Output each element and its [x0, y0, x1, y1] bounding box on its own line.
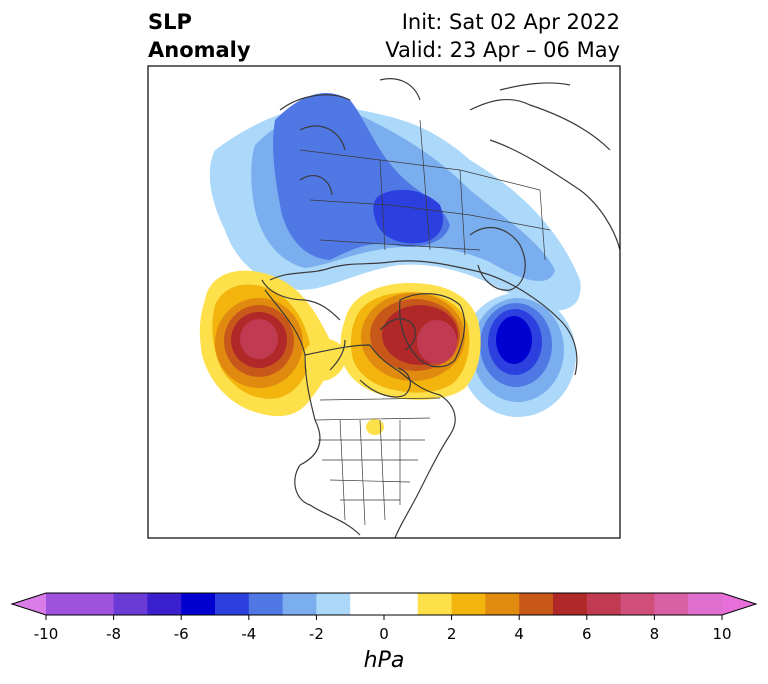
colorbar-bin — [316, 593, 351, 615]
colorbar-bin — [417, 593, 453, 615]
colorbar-tick-label: 6 — [582, 625, 592, 643]
coastline-arctic-islands — [279, 78, 421, 196]
coastline-hudson-bay — [359, 318, 417, 398]
colorbar-bin — [350, 593, 419, 615]
map-panel — [147, 65, 621, 539]
colorbar-tick-label: 4 — [514, 625, 524, 643]
colorbar-bin — [248, 593, 284, 615]
coastline-scandinavia — [469, 226, 526, 291]
colorbar-bin — [282, 593, 317, 615]
colorbar-bins — [46, 593, 723, 615]
colorbar-bin — [688, 593, 723, 615]
colorbar-bin — [553, 593, 588, 615]
colorbar-bin — [654, 593, 689, 615]
colorbar-bin — [451, 593, 486, 615]
colorbar-extend-high — [722, 593, 756, 615]
colorbar-tick-label: 8 — [650, 625, 660, 643]
colorbar-bin — [147, 593, 182, 615]
colorbar-tick-label: 10 — [712, 625, 731, 643]
colorbar-bin — [181, 593, 216, 615]
init-date-text: Init: Sat 02 Apr 2022 — [401, 10, 620, 34]
chart-dates: Init: Sat 02 Apr 2022 Valid: 23 Apr – 06… — [385, 8, 620, 64]
eurasia-borders — [299, 119, 551, 261]
coastline-asia-east — [469, 82, 620, 251]
coastlines — [261, 78, 620, 538]
colorbar-bin — [113, 593, 148, 615]
colorbar-unit-label: hPa — [364, 648, 405, 673]
colorbar-ticks: -10 -8 -6 -4 -2 0 2 4 6 8 10 — [34, 615, 732, 643]
anomaly-negative-eurasia — [209, 92, 581, 311]
colorbar-bin — [215, 593, 250, 615]
colorbar-bin — [46, 593, 81, 615]
coastline-alaska — [261, 279, 341, 321]
coastline-greenland — [399, 293, 466, 368]
colorbar-tick-label: 2 — [447, 625, 457, 643]
anomaly-negative-atlantic — [460, 293, 576, 417]
colorbar-bin — [620, 593, 655, 615]
coastline-eurasia — [269, 260, 578, 376]
map-frame — [147, 65, 621, 539]
colorbar-tick-label: -6 — [174, 625, 189, 643]
us-state-borders — [314, 397, 441, 526]
chart-title: SLP Anomaly — [148, 8, 251, 64]
valid-date-text: Valid: 23 Apr – 06 May — [385, 38, 620, 62]
colorbar-bin — [485, 593, 520, 615]
colorbar-extend-low — [12, 593, 46, 615]
title-variable: SLP — [148, 10, 192, 34]
title-anomaly: Anomaly — [148, 38, 251, 62]
colorbar-bin — [586, 593, 622, 615]
colorbar-tick-label: 0 — [379, 625, 389, 643]
colorbar-bin — [79, 593, 115, 615]
anomaly-field — [199, 92, 581, 435]
coastline-north-america — [264, 289, 456, 538]
colorbar-tick-label: -8 — [106, 625, 121, 643]
colorbar-bin — [519, 593, 554, 615]
colorbar-tick-label: -10 — [34, 625, 59, 643]
anomaly-positive-pacific — [199, 270, 334, 417]
colorbar-tick-label: -4 — [241, 625, 256, 643]
colorbar-tick-label: -2 — [309, 625, 324, 643]
